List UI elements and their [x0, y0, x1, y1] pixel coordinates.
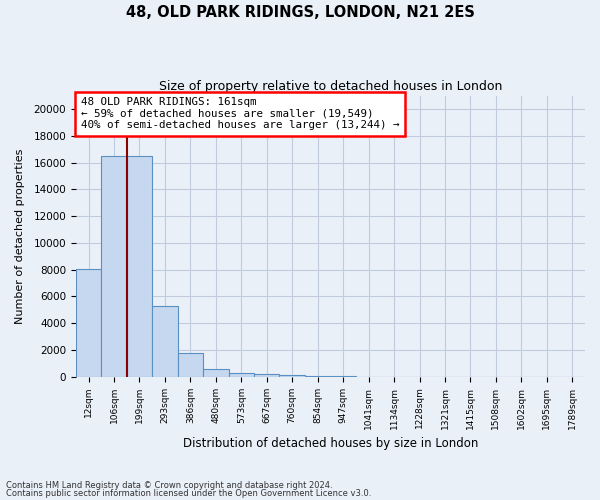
- Bar: [152, 306, 178, 377]
- Bar: [305, 376, 331, 377]
- Bar: [76, 269, 101, 377]
- Bar: [101, 156, 127, 377]
- Bar: [254, 374, 280, 377]
- Bar: [127, 156, 152, 377]
- Y-axis label: Number of detached properties: Number of detached properties: [15, 148, 25, 324]
- Text: 48, OLD PARK RIDINGS, LONDON, N21 2ES: 48, OLD PARK RIDINGS, LONDON, N21 2ES: [125, 5, 475, 20]
- Bar: [203, 370, 229, 377]
- Text: Contains HM Land Registry data © Crown copyright and database right 2024.: Contains HM Land Registry data © Crown c…: [6, 481, 332, 490]
- Bar: [178, 354, 203, 377]
- Bar: [280, 375, 305, 377]
- Bar: [331, 376, 356, 377]
- X-axis label: Distribution of detached houses by size in London: Distribution of detached houses by size …: [183, 437, 478, 450]
- Text: 48 OLD PARK RIDINGS: 161sqm
← 59% of detached houses are smaller (19,549)
40% of: 48 OLD PARK RIDINGS: 161sqm ← 59% of det…: [81, 97, 400, 130]
- Text: Contains public sector information licensed under the Open Government Licence v3: Contains public sector information licen…: [6, 488, 371, 498]
- Title: Size of property relative to detached houses in London: Size of property relative to detached ho…: [159, 80, 502, 93]
- Bar: [229, 374, 254, 377]
